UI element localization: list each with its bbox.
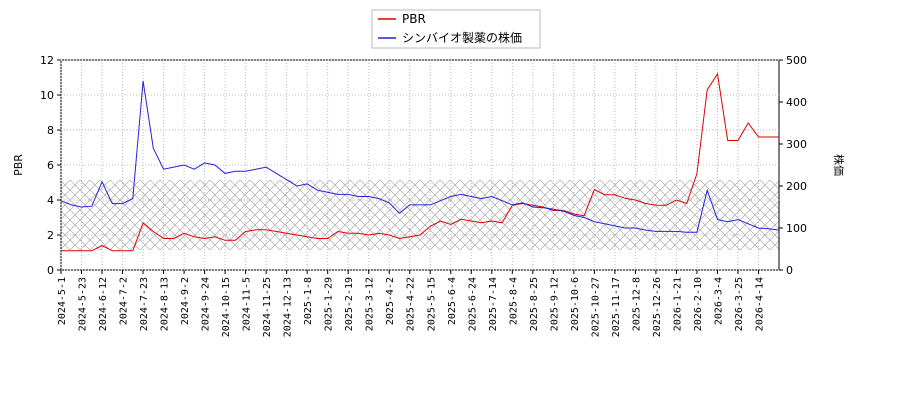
x-tick-label: 2025-10-6	[570, 277, 581, 331]
y-tick-label: 2	[47, 229, 54, 242]
x-tick-label: 2024-6-12	[98, 277, 109, 331]
y2-axis-label: 株価	[832, 154, 846, 176]
x-tick-label: 2025-12-26	[652, 277, 663, 337]
series-line	[60, 80, 780, 233]
x-tick-label: 2025-6-24	[467, 277, 478, 331]
x-tick-label: 2026-1-21	[672, 277, 683, 331]
x-tick-label: 2025-12-8	[631, 277, 642, 331]
x-tick-label: 2024-11-5	[242, 277, 253, 331]
x-tick-label: 2024-11-25	[262, 277, 273, 337]
x-tick-label: 2026-4-14	[754, 277, 765, 331]
x-tick-label: 2025-5-15	[426, 277, 437, 331]
legend: PBR シンバイオ製薬の株価	[371, 9, 541, 49]
y2-tick-label: 300	[786, 138, 807, 151]
x-tick-label: 2024-9-2	[180, 277, 191, 325]
x-tick-label: 2025-10-27	[590, 277, 601, 337]
y-axis-label: PBR	[12, 154, 25, 176]
x-tick-label: 2024-5-23	[78, 277, 89, 331]
y-tick-label: 12	[40, 54, 54, 67]
x-tick-label: 2025-11-17	[611, 277, 622, 337]
x-tick-label: 2026-2-10	[693, 277, 704, 331]
legend-box	[371, 9, 541, 49]
y2-tick-label: 500	[786, 54, 807, 67]
x-tick-label: 2025-4-22	[406, 277, 417, 331]
legend-label: シンバイオ製薬の株価	[402, 30, 522, 45]
x-tick-label: 2024-10-15	[221, 277, 232, 337]
x-tick-label: 2024-5-1	[57, 277, 68, 325]
x-tick-label: 2025-8-25	[529, 277, 540, 331]
x-tick-label: 2024-12-13	[283, 277, 294, 337]
x-tick-label: 2024-7-2	[119, 277, 130, 325]
series-line	[61, 72, 779, 252]
x-tick-label: 2024-8-13	[160, 277, 171, 331]
x-tick-label: 2025-1-29	[324, 277, 335, 331]
x-tick-label: 2025-6-4	[447, 277, 458, 325]
x-tick-label: 2026-3-25	[734, 277, 745, 331]
y-tick-label: 0	[47, 264, 54, 277]
y-tick-label: 6	[47, 159, 54, 172]
x-tick-label: 2025-9-12	[549, 277, 560, 331]
y2-tick-label: 400	[786, 96, 807, 109]
y2-tick-label: 200	[786, 180, 807, 193]
x-tick-label: 2025-1-8	[303, 277, 314, 325]
x-tick-label: 2025-4-2	[385, 277, 396, 325]
x-tick-label: 2025-8-4	[508, 277, 519, 325]
x-tick-label: 2024-9-24	[201, 277, 212, 331]
hatched-band	[61, 180, 779, 250]
x-tick-label: 2025-7-14	[488, 277, 499, 331]
x-tick-label: 2025-3-12	[365, 277, 376, 331]
x-tick-label: 2026-3-4	[713, 277, 724, 325]
y-tick-label: 4	[47, 194, 54, 207]
y-tick-label: 10	[40, 89, 54, 102]
y-tick-label: 8	[47, 124, 54, 137]
x-tick-label: 2025-2-19	[344, 277, 355, 331]
y2-tick-label: 0	[786, 264, 793, 277]
legend-label: PBR	[402, 12, 426, 26]
y2-tick-label: 100	[786, 222, 807, 235]
x-tick-label: 2024-7-23	[139, 277, 150, 331]
